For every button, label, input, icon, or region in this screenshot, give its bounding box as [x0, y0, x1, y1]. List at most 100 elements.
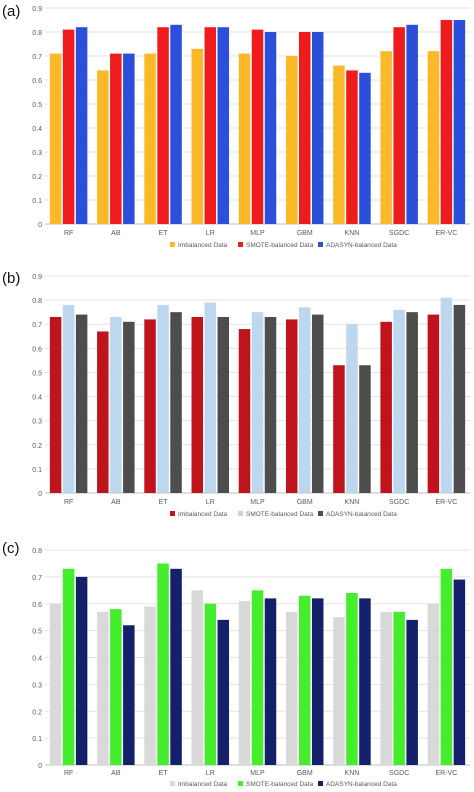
- bar: Imbalanced Data — KNN: 0.55: [333, 617, 345, 765]
- bar: ADASYN-balanced Data — SGDC: 0.54: [406, 619, 418, 765]
- bar: ADASYN-balanced Data — LR: 0.82: [217, 27, 230, 225]
- bar: Imbalanced Data — KNN: 0.66: [333, 65, 345, 224]
- y-tick-label: 0.6: [32, 78, 42, 85]
- y-tick-label: 0.4: [32, 656, 42, 663]
- x-tick-label: KNN: [345, 770, 360, 777]
- x-tick-label: RF: [64, 230, 73, 237]
- bar: ADASYN-balanced Data — SGDC: 0.75: [406, 312, 418, 493]
- legend-label: ADASYN-balanced Data: [326, 511, 397, 518]
- bar: Imbalanced Data — AB: 0.64: [97, 70, 109, 225]
- bar: Imbalanced Data — ET: 0.72: [144, 319, 156, 493]
- bar: Imbalanced Data — MLP: 0.68: [238, 329, 251, 493]
- bar: SMOTE-balanced Data — LR: 0.6: [204, 603, 217, 765]
- y-tick-label: 0.4: [32, 126, 42, 133]
- bar: ADASYN-balanced Data — LR: 0.73: [217, 316, 230, 493]
- bar: Imbalanced Data — RF: 0.73: [49, 316, 62, 493]
- chart-b: 0 0.1 0.2 0.3 0.4 0.5 0.6 0.7 0.8 0.9 Imbalanced D…: [32, 274, 470, 518]
- bar: Imbalanced Data — LR: 0.73: [191, 316, 204, 493]
- y-tick-label: 0.9: [32, 274, 42, 281]
- x-tick-label: KNN: [345, 499, 360, 506]
- y-tick-label: 0.4: [32, 395, 42, 402]
- bar: SMOTE-balanced Data — SGDC: 0.82: [393, 27, 405, 225]
- bar: Imbalanced Data — GBM: 0.72: [285, 319, 298, 493]
- legend: Imbalanced Data SMOTE-balanced Data ADASYN…: [170, 781, 397, 788]
- bar: ADASYN-balanced Data — RF: 0.74: [75, 314, 88, 493]
- bar: Imbalanced Data — ET: 0.59: [144, 606, 156, 765]
- bar: Imbalanced Data — SGDC: 0.72: [380, 51, 392, 225]
- bar: SMOTE-balanced Data — MLP: 0.65: [251, 590, 264, 765]
- y-tick-label: 0: [38, 763, 42, 770]
- bar: ADASYN-balanced Data — MLP: 0.8: [264, 32, 277, 224]
- bar: SMOTE-balanced Data — RF: 0.78: [62, 304, 75, 493]
- bar: SMOTE-balanced Data — GBM: 0.63: [298, 595, 311, 765]
- x-tick-label: ET: [159, 770, 169, 777]
- x-tick-label: LR: [206, 770, 215, 777]
- legend-swatch: [318, 511, 323, 516]
- bar: ADASYN-balanced Data — RF: 0.7: [75, 576, 88, 765]
- bar: SMOTE-balanced Data — AB: 0.58: [110, 609, 122, 765]
- bar: Imbalanced Data — ER-VC: 0.6: [427, 603, 440, 765]
- bar: SMOTE-balanced Data — ET: 0.78: [157, 304, 169, 493]
- y-tick-label: 0.6: [32, 346, 42, 353]
- bar: Imbalanced Data — ET: 0.71: [144, 53, 156, 224]
- x-tick-label: MLP: [250, 230, 265, 237]
- bar: Imbalanced Data — SGDC: 0.57: [380, 611, 392, 765]
- bar: ADASYN-balanced Data — AB: 0.52: [123, 625, 135, 765]
- y-tick-label: 0.9: [32, 6, 42, 13]
- y-tick-label: 0.1: [32, 198, 42, 205]
- bar: Imbalanced Data — AB: 0.57: [97, 611, 109, 765]
- bar: SMOTE-balanced Data — LR: 0.79: [204, 302, 217, 493]
- x-tick-label: ER-VC: [435, 770, 457, 777]
- legend-swatch: [238, 511, 243, 516]
- bar: Imbalanced Data — GBM: 0.57: [285, 611, 298, 765]
- panel-a: (a) 0 0.1 0.2 0.3 0.4 0.5 0.6 0.7 0.8 0.9 Imbalanc…: [0, 0, 474, 262]
- bar: ADASYN-balanced Data — LR: 0.54: [217, 619, 230, 765]
- bar: ADASYN-balanced Data — KNN: 0.53: [359, 365, 371, 493]
- bar: SMOTE-balanced Data — ER-VC: 0.73: [440, 568, 453, 765]
- x-tick-label: LR: [206, 230, 215, 237]
- legend-label: SMOTE-balanced Data: [246, 242, 314, 249]
- y-tick-label: 0.8: [32, 298, 42, 305]
- x-tick-label: GBM: [297, 499, 313, 506]
- x-tick-label: GBM: [297, 770, 313, 777]
- y-tick-label: 0.1: [32, 467, 42, 474]
- x-tick-label: LR: [206, 499, 215, 506]
- bar: SMOTE-balanced Data — LR: 0.82: [204, 27, 217, 225]
- bar: SMOTE-balanced Data — RF: 0.81: [62, 29, 75, 224]
- legend-label: ADASYN-balanced Data: [326, 242, 397, 249]
- x-tick-label: MLP: [250, 770, 265, 777]
- bar: ADASYN-balanced Data — GBM: 0.74: [311, 314, 324, 493]
- bar: SMOTE-balanced Data — MLP: 0.81: [251, 29, 264, 224]
- x-tick-label: AB: [111, 499, 121, 506]
- y-tick-label: 0.8: [32, 30, 42, 37]
- legend-swatch: [238, 242, 243, 247]
- panel-label-a: (a): [2, 3, 21, 20]
- bar: ADASYN-balanced Data — AB: 0.71: [123, 321, 135, 493]
- legend-swatch: [318, 242, 323, 247]
- x-tick-label: ET: [159, 230, 169, 237]
- bar: ADASYN-balanced Data — ER-VC: 0.78: [453, 304, 466, 493]
- x-tick-label: SGDC: [389, 499, 409, 506]
- legend-label: SMOTE-balanced Data: [246, 511, 314, 518]
- chart-a: 0 0.1 0.2 0.3 0.4 0.5 0.6 0.7 0.8 0.9 Imbalanced D…: [32, 6, 470, 249]
- x-tick-label: RF: [64, 770, 73, 777]
- bar: Imbalanced Data — SGDC: 0.71: [380, 321, 392, 493]
- x-tick-label: MLP: [250, 499, 265, 506]
- y-tick-label: 0.1: [32, 736, 42, 743]
- y-tick-label: 0.5: [32, 102, 42, 109]
- y-tick-label: 0.2: [32, 709, 42, 716]
- legend-label: SMOTE-balanced Data: [246, 781, 314, 788]
- bar: ADASYN-balanced Data — RF: 0.82: [75, 27, 88, 225]
- bar: Imbalanced Data — AB: 0.67: [97, 331, 109, 493]
- x-tick-label: AB: [111, 230, 121, 237]
- bar: Imbalanced Data — RF: 0.71: [49, 53, 62, 224]
- bar: ADASYN-balanced Data — KNN: 0.63: [359, 72, 371, 224]
- panel-c: (c) 0 0.1 0.2 0.3 0.4 0.5 0.6 0.7 0.8 Imbalanced …: [0, 530, 474, 792]
- bar: ADASYN-balanced Data — MLP: 0.73: [264, 316, 277, 493]
- x-tick-label: RF: [64, 499, 73, 506]
- bar: Imbalanced Data — MLP: 0.71: [238, 53, 251, 224]
- bar: ADASYN-balanced Data — ET: 0.73: [170, 568, 182, 765]
- x-tick-label: AB: [111, 770, 121, 777]
- y-tick-label: 0.7: [32, 322, 42, 329]
